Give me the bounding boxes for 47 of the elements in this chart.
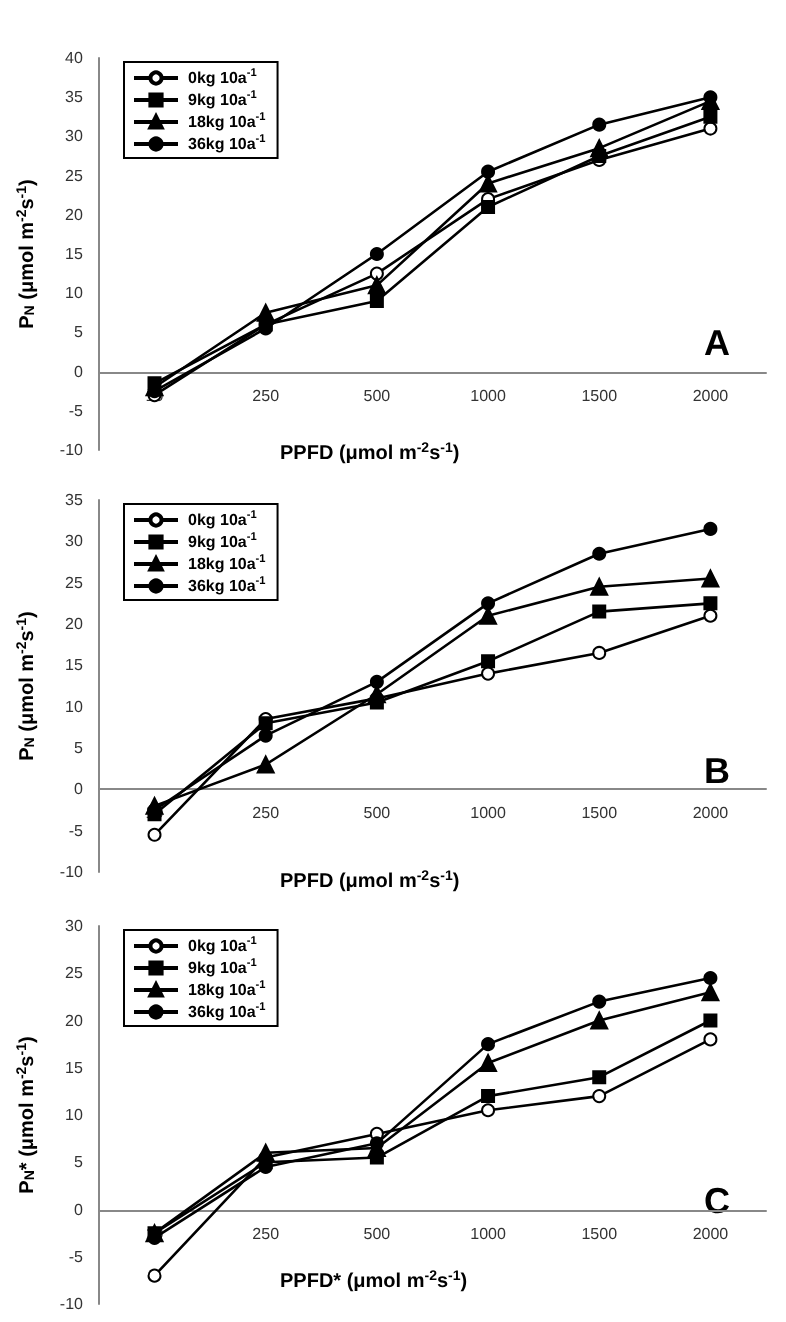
y-tick-label: 15 (65, 1058, 85, 1077)
y-tick-label: 20 (65, 205, 85, 224)
y-tick-label: 0 (74, 362, 85, 381)
y-tick-label: 20 (65, 615, 85, 633)
y-tick-label: 35 (65, 491, 85, 509)
x-tick-label: 250 (252, 386, 281, 405)
x-tick-label: 1000 (470, 804, 507, 823)
x-tick-label: 250 (252, 804, 281, 823)
y-tick-label: 10 (65, 284, 85, 303)
x-tick-label: 2000 (692, 386, 730, 405)
y-tick-label: 0 (74, 780, 85, 799)
y-tick-label: 5 (74, 1153, 85, 1172)
annotation: A (704, 322, 730, 363)
y-tick-label: 30 (65, 127, 85, 146)
x-tick-label: 500 (363, 804, 392, 823)
x-tick-label: 1500 (581, 1224, 619, 1243)
y-tick-label: 5 (74, 739, 85, 757)
y-tick-label: -5 (68, 1247, 84, 1266)
y-tick-label: -10 (59, 441, 85, 459)
y-tick-label: 10 (65, 697, 85, 716)
x-tick-label: 1500 (581, 804, 619, 823)
x-tick-label: 1500 (581, 386, 619, 405)
y-tick-label: 35 (65, 88, 85, 107)
x-tick-label: 500 (363, 386, 392, 405)
y-tick-label: -5 (68, 401, 84, 420)
y-tick-label: 25 (65, 964, 85, 983)
x-tick-label: 2000 (692, 804, 730, 823)
y-tick-label: 15 (65, 656, 85, 675)
y-tick-label: 25 (65, 166, 85, 185)
x-tick-label: 1000 (470, 386, 507, 405)
y-tick-label: -5 (68, 821, 84, 840)
y-tick-label: 40 (65, 49, 85, 67)
y-tick-label: -10 (59, 1295, 85, 1313)
x-tick-label: 250 (252, 1224, 281, 1243)
y-tick-label: 20 (65, 1011, 85, 1030)
x-tick-label: 500 (363, 1224, 392, 1243)
y-tick-label: 25 (65, 573, 85, 592)
x-tick-label: 2000 (692, 1224, 730, 1243)
y-tick-label: 0 (74, 1200, 85, 1219)
y-tick-label: 30 (65, 532, 85, 551)
y-tick-label: 10 (65, 1106, 85, 1124)
y-tick-label: 5 (74, 323, 85, 342)
y-tick-label: 15 (65, 245, 85, 263)
x-tick-label: 1000 (470, 1224, 507, 1243)
y-tick-label: -10 (59, 863, 85, 881)
y-tick-label: 30 (65, 917, 85, 935)
annotation: B (704, 750, 730, 791)
